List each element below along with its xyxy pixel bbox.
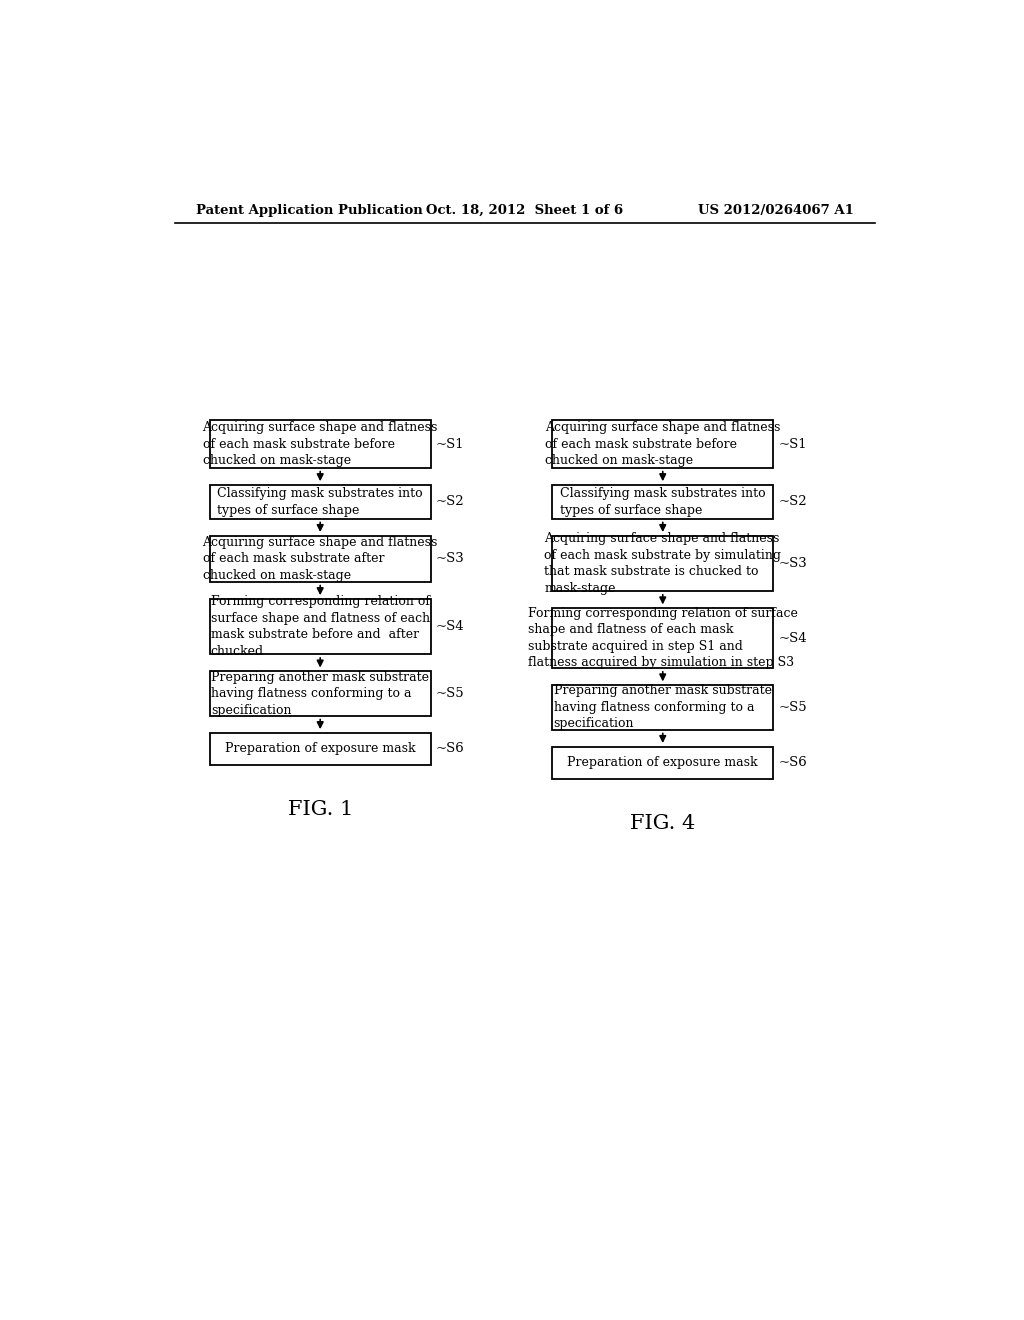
Text: Oct. 18, 2012  Sheet 1 of 6: Oct. 18, 2012 Sheet 1 of 6 bbox=[426, 205, 624, 218]
Bar bbox=[552, 747, 773, 779]
Text: Acquiring surface shape and flatness
of each mask substrate before
chucked on ma: Acquiring surface shape and flatness of … bbox=[203, 421, 438, 467]
Bar bbox=[210, 420, 431, 469]
Text: Preparing another mask substrate
having flatness conforming to a
specification: Preparing another mask substrate having … bbox=[554, 684, 772, 730]
Bar bbox=[210, 733, 431, 766]
Text: ~S4: ~S4 bbox=[778, 631, 807, 644]
Text: Preparing another mask substrate
having flatness conforming to a
specification: Preparing another mask substrate having … bbox=[211, 671, 429, 717]
Text: ~S4: ~S4 bbox=[436, 620, 465, 634]
Text: ~S5: ~S5 bbox=[778, 701, 807, 714]
Text: ~S6: ~S6 bbox=[778, 756, 807, 770]
Bar bbox=[210, 484, 431, 519]
Text: ~S3: ~S3 bbox=[436, 552, 465, 565]
Text: Preparation of exposure mask: Preparation of exposure mask bbox=[225, 742, 416, 755]
Text: Acquiring surface shape and flatness
of each mask substrate by simulating
that m: Acquiring surface shape and flatness of … bbox=[544, 532, 781, 595]
Bar bbox=[552, 484, 773, 519]
Text: ~S2: ~S2 bbox=[778, 495, 807, 508]
Bar bbox=[210, 671, 431, 715]
Bar bbox=[552, 420, 773, 469]
Bar bbox=[210, 536, 431, 582]
Text: ~S3: ~S3 bbox=[778, 557, 807, 570]
Text: FIG. 1: FIG. 1 bbox=[288, 800, 353, 818]
Bar bbox=[552, 536, 773, 591]
Text: Preparation of exposure mask: Preparation of exposure mask bbox=[567, 756, 758, 770]
Text: Classifying mask substrates into
types of surface shape: Classifying mask substrates into types o… bbox=[217, 487, 423, 516]
Text: ~S1: ~S1 bbox=[778, 437, 807, 450]
Text: Forming corresponding relation of
surface shape and flatness of each
mask substr: Forming corresponding relation of surfac… bbox=[211, 595, 430, 657]
Text: Patent Application Publication: Patent Application Publication bbox=[197, 205, 423, 218]
Bar bbox=[552, 609, 773, 668]
Text: Acquiring surface shape and flatness
of each mask substrate before
chucked on ma: Acquiring surface shape and flatness of … bbox=[545, 421, 780, 467]
Text: Forming corresponding relation of surface
shape and flatness of each mask
substr: Forming corresponding relation of surfac… bbox=[527, 607, 798, 669]
Text: US 2012/0264067 A1: US 2012/0264067 A1 bbox=[697, 205, 853, 218]
Text: Acquiring surface shape and flatness
of each mask substrate after
chucked on mas: Acquiring surface shape and flatness of … bbox=[203, 536, 438, 582]
Text: ~S6: ~S6 bbox=[436, 742, 465, 755]
Text: ~S2: ~S2 bbox=[436, 495, 465, 508]
Text: ~S1: ~S1 bbox=[436, 437, 465, 450]
Text: Classifying mask substrates into
types of surface shape: Classifying mask substrates into types o… bbox=[560, 487, 766, 516]
Bar bbox=[552, 685, 773, 730]
Text: ~S5: ~S5 bbox=[436, 686, 465, 700]
Bar bbox=[210, 599, 431, 655]
Text: FIG. 4: FIG. 4 bbox=[630, 813, 695, 833]
